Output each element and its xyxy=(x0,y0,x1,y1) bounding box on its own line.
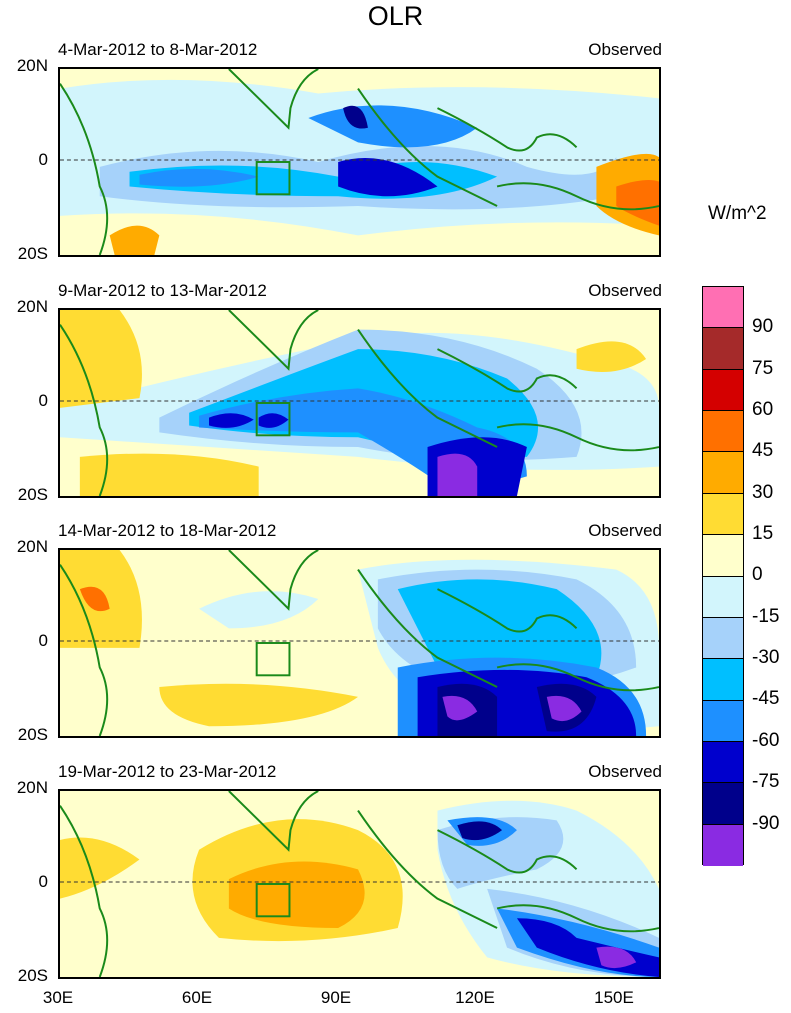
figure-title: OLR xyxy=(367,1,424,31)
colorbar-box xyxy=(703,452,743,494)
lat-label-0-p4: 0 xyxy=(38,872,48,891)
lat-label-0-p2: 0 xyxy=(38,391,48,410)
colorbar-box xyxy=(703,659,743,701)
colorbar-label: 75 xyxy=(752,358,774,379)
colorbar-box xyxy=(703,700,743,742)
colorbar-label: -45 xyxy=(752,688,780,709)
lat-label-20n-p2: 20N xyxy=(16,297,48,316)
colorbar-label: 90 xyxy=(752,316,774,337)
lat-label-20n-p1: 20N xyxy=(16,56,48,75)
panel-1-source: Observed xyxy=(588,40,662,59)
colorbar-box xyxy=(703,287,743,329)
lat-label-20n-p3: 20N xyxy=(16,537,48,556)
lon-label-30e: 30E xyxy=(42,988,74,1007)
colorbar-label: -30 xyxy=(752,647,780,668)
lat-label-0-p3: 0 xyxy=(38,631,48,650)
colorbar-label: 45 xyxy=(752,440,774,461)
panel-3-dates: 14-Mar-2012 to 18-Mar-2012 xyxy=(58,521,277,540)
lat-label-20s-p1: 20S xyxy=(17,244,48,263)
panel-4-source: Observed xyxy=(588,762,662,781)
lat-label-0-p1: 0 xyxy=(38,150,48,169)
colorbar-label: -15 xyxy=(752,606,780,627)
colorbar-label: 15 xyxy=(752,523,774,544)
colorbar-label: -60 xyxy=(752,730,780,751)
panel-2-dates: 9-Mar-2012 to 13-Mar-2012 xyxy=(58,281,267,300)
lat-label-20s-p3: 20S xyxy=(17,725,48,744)
colorbar-box xyxy=(703,617,743,660)
colorbar-units: W/m^2 xyxy=(708,203,767,224)
colorbar-box xyxy=(703,783,743,825)
lat-label-20s-p4: 20S xyxy=(17,966,48,985)
panel-4-map xyxy=(58,789,661,979)
panel-4-dates: 19-Mar-2012 to 23-Mar-2012 xyxy=(58,762,277,781)
colorbar-box xyxy=(703,328,743,370)
colorbar xyxy=(702,286,744,867)
colorbar-label: -90 xyxy=(752,813,780,834)
colorbar-box xyxy=(703,369,743,412)
colorbar-box xyxy=(703,493,743,536)
panel-2-map xyxy=(58,308,661,498)
colorbar-box xyxy=(703,411,743,453)
lon-label-90e: 90E xyxy=(320,988,352,1007)
lat-label-20n-p4: 20N xyxy=(16,778,48,797)
lat-label-20s-p2: 20S xyxy=(17,485,48,504)
colorbar-label: 30 xyxy=(752,482,774,503)
panel-1-dates: 4-Mar-2012 to 8-Mar-2012 xyxy=(58,40,258,59)
lon-label-60e: 60E xyxy=(181,988,213,1007)
panel-3-source: Observed xyxy=(588,521,662,540)
panel-3-map xyxy=(58,548,661,738)
colorbar-label: -75 xyxy=(752,771,780,792)
panel-1-map xyxy=(58,67,661,257)
lon-label-150e: 150E xyxy=(594,988,634,1007)
lon-label-120e: 120E xyxy=(455,988,495,1007)
colorbar-label: 0 xyxy=(752,564,763,585)
colorbar-box xyxy=(703,535,743,577)
panel-2-source: Observed xyxy=(588,281,662,300)
colorbar-box xyxy=(703,824,743,867)
colorbar-label: 60 xyxy=(752,399,774,420)
colorbar-box xyxy=(703,576,743,618)
colorbar-box xyxy=(703,741,743,784)
